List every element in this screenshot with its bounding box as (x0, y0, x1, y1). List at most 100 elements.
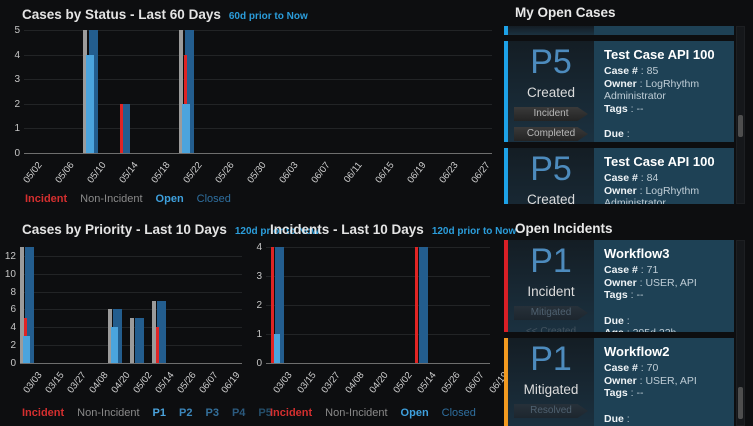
case-field-age: Age : 152d 23h (604, 141, 724, 143)
legend-item-p1: P1 (152, 407, 167, 419)
case-title: Test Case API 100 (604, 154, 715, 169)
x-tick-label: 06/03 (277, 160, 301, 186)
case-field-case-: Case # : 85 (604, 65, 659, 77)
open-incidents-header: Open Incidents (515, 221, 613, 236)
card-right-zone: Workflow2 Case # : 70 Owner : USER, API Tag… (594, 338, 734, 426)
my-open-cases-scrollbar[interactable] (736, 26, 745, 204)
case-field-due: Due : (604, 314, 630, 327)
action-button-mitigated[interactable]: Mitigated (514, 306, 588, 320)
y-tick-label: 10 (4, 269, 16, 280)
legend-item-closed: Closed (441, 407, 476, 419)
field-label: Case # (604, 264, 638, 276)
card-left-zone: P1 Mitigated Resolved (508, 338, 594, 426)
x-tick-label: 05/26 (439, 370, 463, 396)
x-tick-label: 03/27 (319, 370, 343, 396)
gridline (24, 153, 492, 154)
field-label: Age (604, 327, 624, 332)
case-card[interactable] (504, 26, 734, 35)
x-tick-label: 05/18 (149, 160, 173, 186)
chart-title: Cases by Priority - Last 10 Days 120d pri… (22, 221, 319, 239)
card-right-zone (594, 26, 734, 35)
card-right-zone: Test Case API 100 Case # : 84 Owner : LogR… (594, 148, 734, 204)
chart-subtitle: 120d prior to Now (234, 226, 320, 237)
bar-open (182, 104, 190, 153)
legend-item-incident: Incident (25, 193, 68, 205)
gridline (266, 305, 490, 306)
action-button-completed[interactable]: Completed (514, 127, 588, 141)
legend-item-non-incident: Non-Incident (325, 407, 388, 419)
x-tick-label: 05/30 (245, 160, 269, 186)
bar-non-incident (130, 318, 134, 363)
case-field-case-: Case # : 70 (604, 362, 659, 374)
case-field-tags: Tags : -- (604, 387, 644, 399)
bar-incident (156, 327, 159, 363)
y-tick-label: 2 (10, 340, 16, 351)
card-right-zone: Test Case API 100 Case # : 85 Owner : LogR… (594, 41, 734, 142)
x-tick-label: 06/07 (197, 370, 221, 396)
field-label: Tags (604, 102, 628, 115)
bar-non-incident (20, 247, 24, 363)
gridline (266, 247, 490, 248)
bar-p2 (25, 247, 34, 363)
bar-closed (121, 104, 130, 153)
bar-closed (419, 247, 428, 363)
y-tick-label: 2 (256, 300, 262, 311)
chart-title-text: Cases by Status - Last 60 Days (22, 7, 221, 22)
x-tick-label: 04/08 (343, 370, 367, 396)
my-open-cases-header: My Open Cases (515, 5, 616, 20)
x-tick-label: 05/10 (85, 160, 109, 186)
cases-by-status-chart: Cases by Status - Last 60 Days 60d prior … (0, 0, 500, 213)
field-label: Age (604, 141, 624, 143)
x-tick-label: 03/15 (43, 370, 67, 396)
gridline (24, 79, 492, 80)
field-label: Due (604, 412, 624, 425)
x-tick-label: 05/14 (415, 370, 439, 396)
case-field-owner: Owner : USER, API (604, 276, 697, 289)
gridline (20, 292, 242, 293)
y-tick-label: 4 (14, 50, 20, 61)
x-tick-label: 06/11 (341, 160, 365, 185)
priority-label: P1 (530, 242, 572, 280)
case-card[interactable]: P1 Mitigated Resolved Workflow2 Case # : 70 O… (504, 338, 734, 426)
scrollbar-thumb[interactable] (738, 115, 743, 137)
action-button-resolved[interactable]: Resolved (514, 404, 588, 418)
bar-incident (415, 247, 418, 363)
x-tick-label: 03/03 (271, 370, 295, 396)
priority-label: P1 (530, 340, 572, 378)
x-tick-label: 06/23 (437, 160, 461, 186)
legend-item-p3: P3 (205, 407, 219, 419)
gridline (24, 128, 492, 129)
y-tick-label: 0 (14, 148, 20, 159)
case-card[interactable]: P1 Incident Mitigated << Created Workflow3 Ca… (504, 240, 734, 332)
y-tick-label: 4 (10, 322, 16, 333)
priority-stripe (504, 338, 508, 426)
chart-title: Cases by Status - Last 60 Days 60d prior … (22, 6, 308, 24)
bar-closed (275, 247, 284, 363)
chart-legend: Incident Non-Incident P1 P2 P3 P4 P5 (22, 403, 285, 421)
open-incidents-list: P1 Incident Mitigated << Created Workflow3 Ca… (504, 240, 734, 426)
scrollbar-thumb[interactable] (738, 387, 743, 419)
case-title: Workflow2 (604, 344, 670, 359)
x-tick-label: 06/19 (219, 370, 243, 396)
case-field-owner: Owner : LogRhythm Administrator (604, 77, 700, 103)
field-label: Due (604, 128, 624, 140)
chart-subtitle: 120d prior to Now (431, 226, 517, 237)
open-incidents-scrollbar[interactable] (736, 240, 745, 426)
y-tick-label: 1 (14, 123, 20, 134)
card-left-zone: P1 Incident Mitigated << Created (508, 240, 594, 332)
chart-legend: Incident Non-Incident Open Closed (270, 403, 489, 421)
field-label: Tags (604, 387, 628, 399)
x-tick-label: 05/02 (391, 370, 415, 396)
x-tick-label: 06/27 (469, 160, 493, 186)
field-gap (604, 115, 724, 128)
y-tick-label: 5 (14, 25, 20, 36)
case-title: Workflow3 (604, 246, 670, 261)
legend-item-open: Open (400, 407, 429, 419)
legend-item-open: Open (155, 193, 184, 205)
x-tick-label: 03/27 (65, 370, 89, 396)
field-label: Owner (604, 276, 637, 289)
action-button-incident[interactable]: Incident (514, 107, 588, 121)
